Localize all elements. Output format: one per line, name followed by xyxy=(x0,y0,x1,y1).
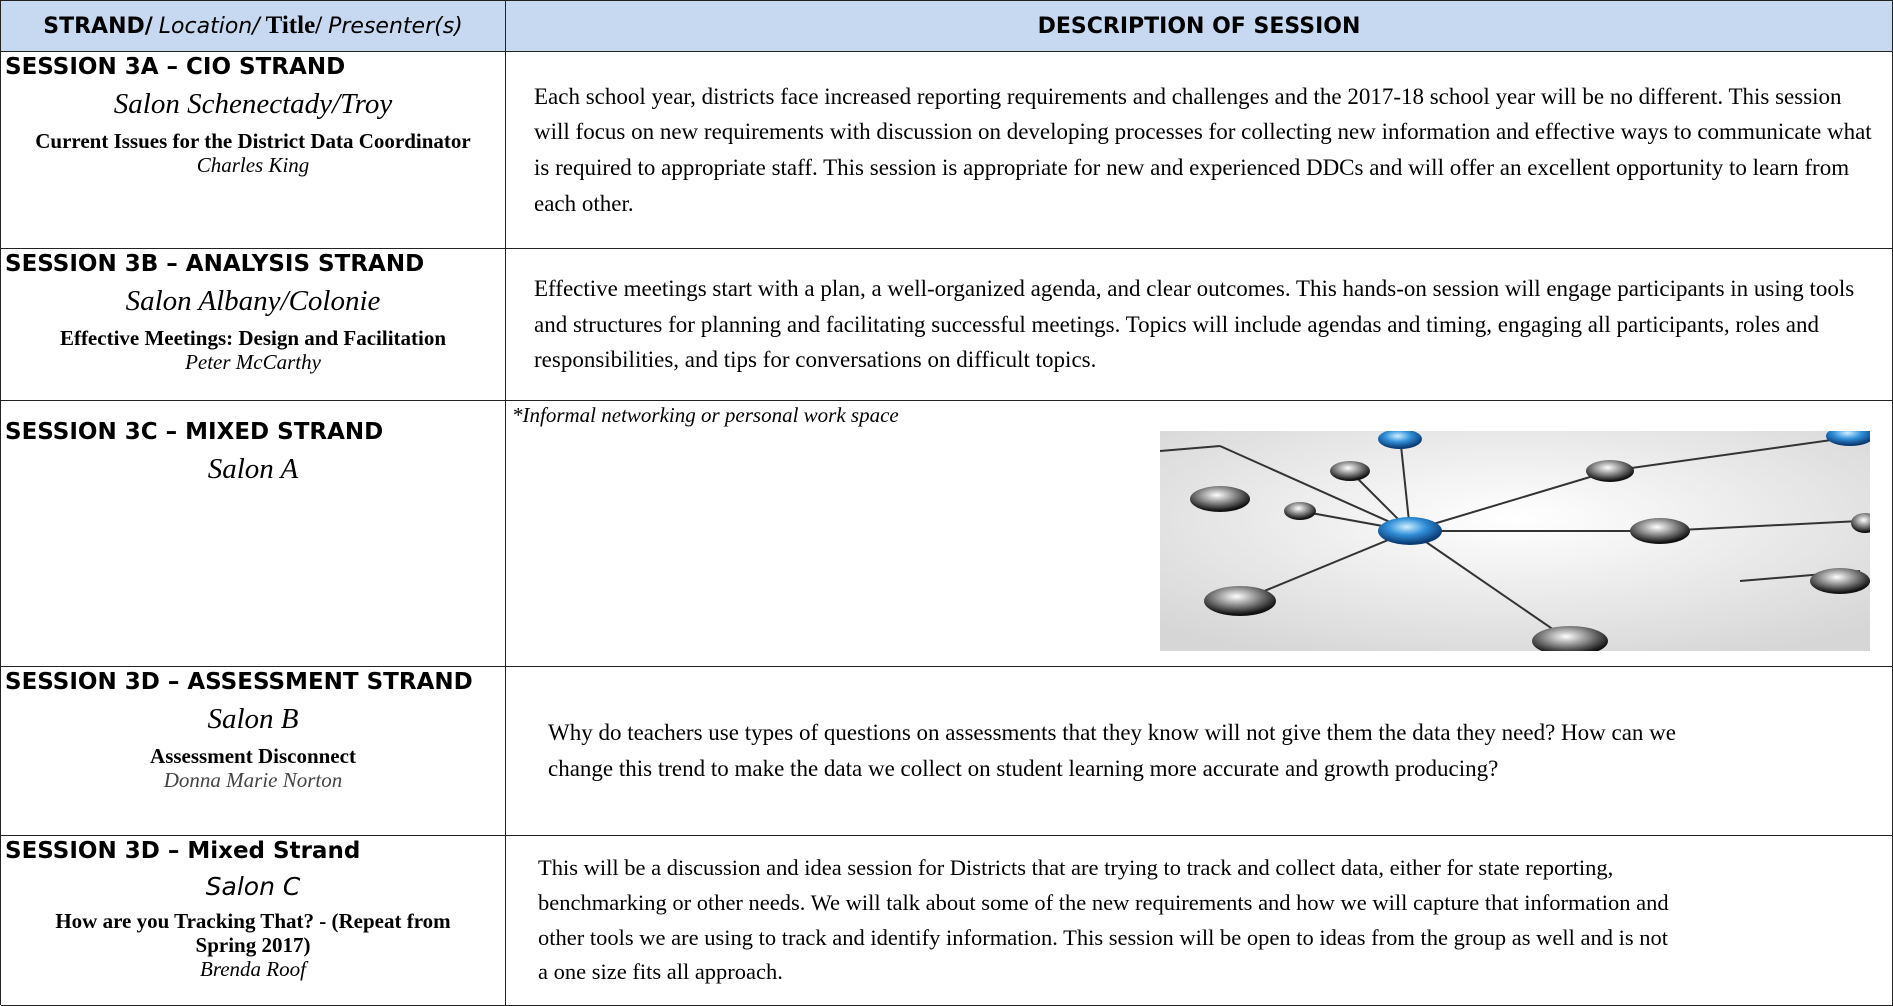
session-cell: SESSION 3A – CIO STRAND Salon Schenectad… xyxy=(1,52,506,249)
description: *Informal networking or personal work sp… xyxy=(512,403,899,427)
header-description: DESCRIPTION OF SESSION xyxy=(1037,13,1361,39)
description-cell: Why do teachers use types of questions o… xyxy=(506,667,1893,836)
presenter: Peter McCarthy xyxy=(185,350,321,375)
description-cell: Effective meetings start with a plan, a … xyxy=(506,249,1893,401)
location: Salon A xyxy=(207,453,299,485)
description: Each school year, districts face increas… xyxy=(534,83,1872,216)
image-background xyxy=(1160,431,1870,651)
presenter: Donna Marie Norton xyxy=(163,768,343,793)
description-cell: Each school year, districts face increas… xyxy=(506,52,1893,249)
network-image xyxy=(1160,431,1870,651)
location: Salon Schenectady/Troy xyxy=(113,88,393,120)
session-cell: SESSION 3D – Mixed Strand Salon C How ar… xyxy=(1,836,506,1006)
session-cell: SESSION 3B – ANALYSIS STRAND Salon Alban… xyxy=(1,249,506,401)
header-presenter: Presenter(s) xyxy=(328,13,463,39)
header-location: Location/ xyxy=(158,13,260,39)
session-title: Assessment Disconnect xyxy=(150,744,356,768)
session-cell: SESSION 3C – MIXED STRAND Salon A xyxy=(1,401,506,667)
session-name: SESSION 3B – ANALYSIS STRAND xyxy=(5,251,425,277)
location: Salon C xyxy=(205,872,301,901)
description: This will be a discussion and idea sessi… xyxy=(538,854,1669,985)
network-nodes xyxy=(1190,431,1870,651)
description: Effective meetings start with a plan, a … xyxy=(534,276,1855,373)
header-left: STRAND/ Location/ Title/ Presenter(s) xyxy=(1,1,506,52)
header-title: Title/ xyxy=(265,12,323,39)
session-title: Effective Meetings: Design and Facilitat… xyxy=(59,326,447,350)
description: Why do teachers use types of questions o… xyxy=(548,720,1676,781)
description-cell: This will be a discussion and idea sessi… xyxy=(506,836,1893,1006)
header-strand: STRAND/ xyxy=(43,13,153,39)
session-name: SESSION 3C – MIXED STRAND xyxy=(5,419,384,445)
session-cell: SESSION 3D – ASSESSMENT STRAND Salon B A… xyxy=(1,667,506,836)
session-title: Current Issues for the District Data Coo… xyxy=(35,129,471,153)
session-name: SESSION 3A – CIO STRAND xyxy=(5,54,346,80)
location: Salon B xyxy=(207,703,299,735)
session-name: SESSION 3D – Mixed Strand xyxy=(5,838,361,864)
description-cell: *Informal networking or personal work sp… xyxy=(506,401,1893,667)
location: Salon Albany/Colonie xyxy=(125,285,381,317)
header-right: DESCRIPTION OF SESSION xyxy=(506,1,1893,52)
session-title: How are you Tracking That? - (Repeat fro… xyxy=(55,909,451,958)
presenter: Charles King xyxy=(196,153,310,178)
network-links xyxy=(1160,435,1861,642)
presenter: Brenda Roof xyxy=(200,957,306,982)
session-name: SESSION 3D – ASSESSMENT STRAND xyxy=(5,669,473,695)
